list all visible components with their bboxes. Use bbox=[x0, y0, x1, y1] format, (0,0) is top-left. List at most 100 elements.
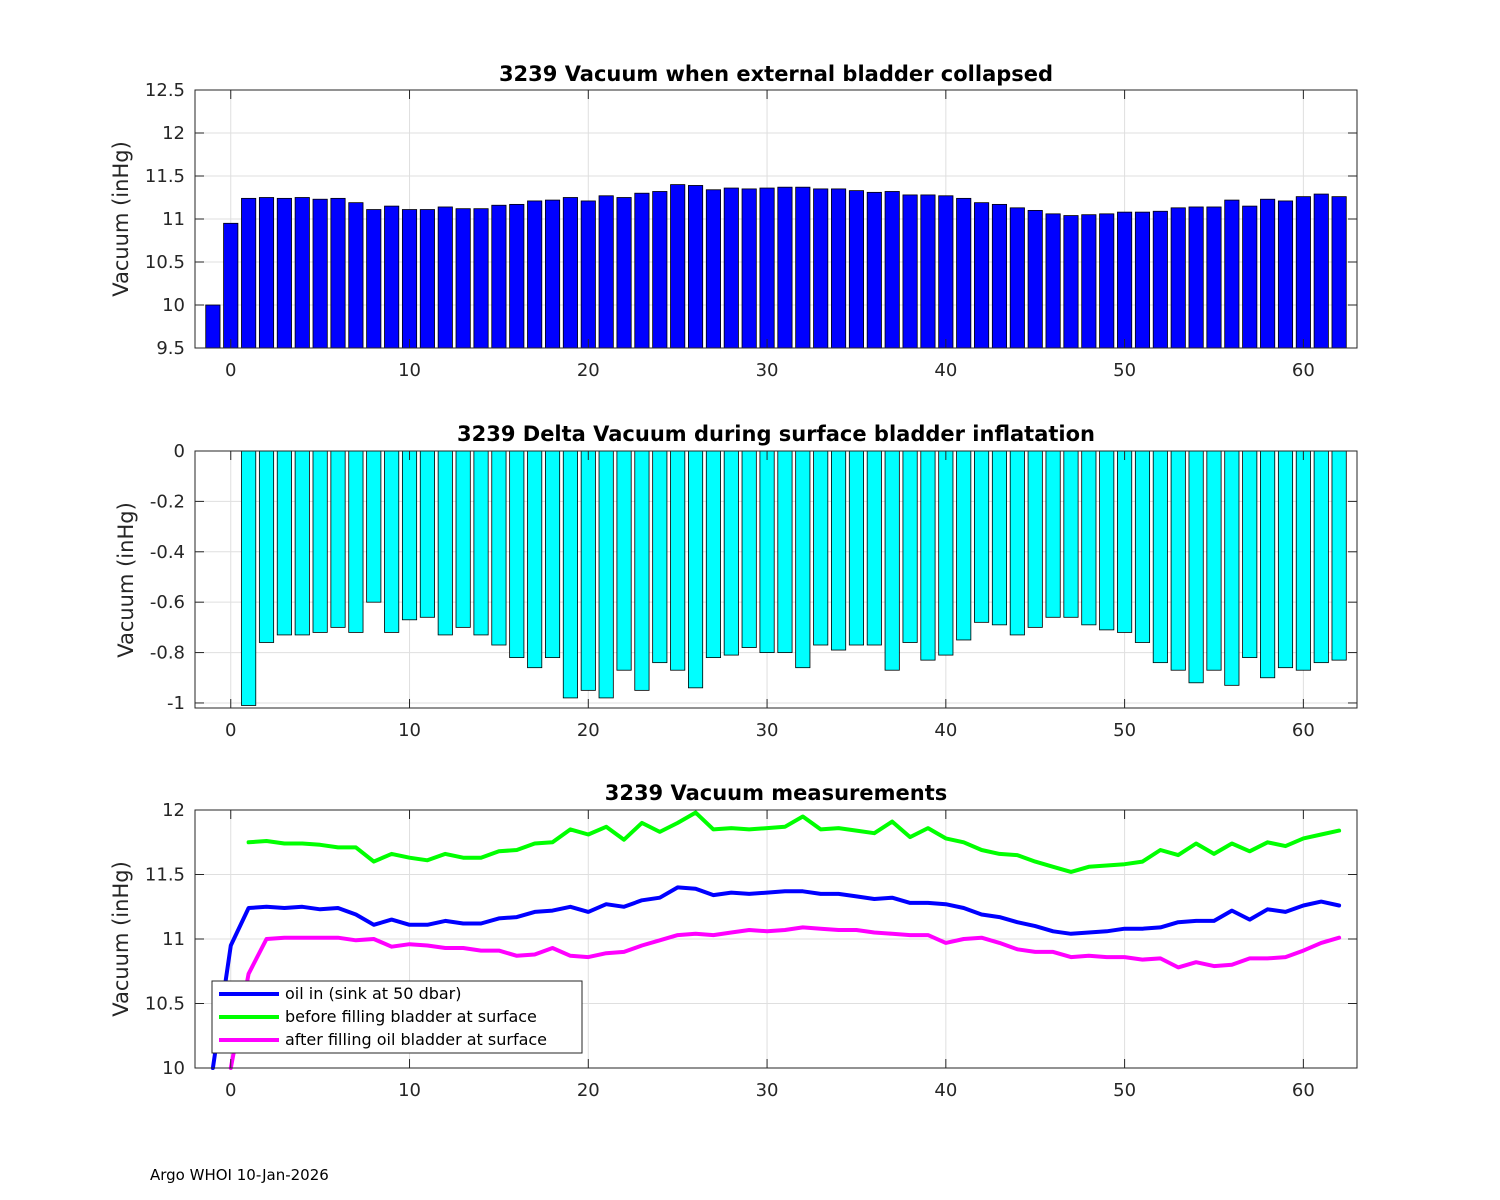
bar bbox=[1117, 211, 1133, 349]
bar bbox=[652, 191, 668, 349]
bar bbox=[1295, 450, 1311, 671]
bar bbox=[1260, 198, 1276, 349]
bar bbox=[1170, 207, 1186, 349]
series-line bbox=[246, 810, 1342, 874]
bar bbox=[956, 197, 972, 349]
x-tick-label: 40 bbox=[934, 360, 957, 381]
y-tick-label: -0.4 bbox=[150, 542, 185, 563]
bar bbox=[1277, 450, 1294, 669]
bar bbox=[1260, 450, 1276, 679]
bar bbox=[741, 450, 757, 648]
y-tick-label: -1 bbox=[167, 693, 185, 714]
series-line bbox=[228, 925, 1342, 1070]
bar bbox=[1117, 450, 1133, 633]
bar bbox=[1242, 450, 1258, 659]
bar bbox=[813, 450, 829, 646]
bar bbox=[723, 450, 739, 656]
bar bbox=[848, 450, 864, 646]
bar bbox=[509, 203, 525, 349]
bar bbox=[848, 190, 864, 349]
bar bbox=[1099, 213, 1115, 349]
x-tick-label: 40 bbox=[934, 1080, 957, 1101]
bar bbox=[1063, 215, 1079, 349]
x-tick-label: 60 bbox=[1292, 360, 1315, 381]
bar bbox=[813, 188, 829, 349]
bar bbox=[705, 450, 721, 659]
bar bbox=[276, 450, 292, 636]
bar bbox=[544, 199, 561, 349]
bar bbox=[795, 186, 811, 349]
y-tick-label: 10 bbox=[162, 295, 185, 316]
bar bbox=[491, 204, 507, 349]
bar bbox=[491, 450, 507, 646]
bar bbox=[348, 450, 364, 633]
x-tick-label: 0 bbox=[225, 1080, 236, 1101]
y-tick-label: -0.6 bbox=[150, 592, 185, 613]
bar bbox=[759, 187, 775, 349]
bar bbox=[1134, 211, 1151, 349]
bar bbox=[455, 450, 471, 628]
bar bbox=[1099, 450, 1115, 631]
bar bbox=[241, 197, 257, 349]
y-tick-label: 10.5 bbox=[145, 994, 185, 1015]
vacuum-collapsed-panel: 0 10 20 30 40 50 60 9.5 10 10.5 11 11.5 12 12.5 3239 … bbox=[109, 62, 1358, 381]
bar bbox=[1206, 450, 1222, 671]
x-tick-label: 20 bbox=[577, 1080, 600, 1101]
bar bbox=[1152, 210, 1168, 349]
bar bbox=[598, 195, 614, 349]
y-axis-label: Vacuum (inHg) bbox=[109, 861, 133, 1017]
chart-title: 3239 Vacuum measurements bbox=[605, 781, 948, 805]
y-tick-label: 9.5 bbox=[156, 338, 185, 359]
bar bbox=[1224, 199, 1240, 349]
bar bbox=[527, 450, 543, 669]
bar bbox=[902, 194, 918, 349]
bar bbox=[777, 186, 793, 349]
bar bbox=[330, 450, 346, 628]
bar bbox=[330, 197, 346, 349]
bar bbox=[258, 197, 275, 349]
x-tick-label: 50 bbox=[1113, 720, 1136, 741]
x-tick-label: 40 bbox=[934, 720, 957, 741]
bar bbox=[866, 450, 882, 646]
bar bbox=[866, 191, 882, 349]
bar bbox=[1027, 450, 1043, 628]
y-tick-label: 12 bbox=[162, 123, 185, 144]
bar bbox=[312, 450, 328, 633]
bar bbox=[759, 450, 775, 653]
bar bbox=[920, 194, 936, 349]
ticks: 0 10 20 30 40 50 60 10 10.5 11 11.5 12 bbox=[145, 800, 1357, 1101]
bar bbox=[1063, 450, 1079, 618]
x-tick-label: 0 bbox=[225, 720, 236, 741]
bar bbox=[1331, 196, 1347, 349]
bar bbox=[1152, 450, 1168, 664]
bar bbox=[401, 209, 418, 349]
bar bbox=[241, 450, 257, 706]
bar bbox=[1242, 205, 1258, 349]
bar bbox=[1027, 209, 1043, 349]
bar bbox=[294, 450, 310, 636]
x-tick-label: 60 bbox=[1292, 720, 1315, 741]
bar bbox=[366, 209, 382, 349]
bar bbox=[473, 208, 489, 349]
bar bbox=[1045, 213, 1061, 349]
bar bbox=[902, 450, 918, 643]
bar bbox=[527, 200, 543, 349]
y-tick-label: 10.5 bbox=[145, 252, 185, 273]
bar bbox=[580, 450, 596, 691]
bar bbox=[1009, 207, 1025, 349]
bar bbox=[974, 202, 990, 349]
bar bbox=[741, 188, 757, 349]
bar bbox=[991, 203, 1008, 349]
bar bbox=[831, 188, 847, 349]
bar bbox=[616, 197, 632, 349]
bar bbox=[1009, 450, 1025, 636]
x-tick-label: 50 bbox=[1113, 1080, 1136, 1101]
y-tick-label: 11 bbox=[162, 929, 185, 950]
bar bbox=[1277, 200, 1294, 349]
bar bbox=[688, 450, 704, 689]
bar bbox=[473, 450, 489, 636]
ticks: 0 10 20 30 40 50 60 9.5 10 10.5 11 11.5 12 12.5 bbox=[145, 80, 1357, 381]
bar bbox=[1188, 450, 1204, 684]
bar bbox=[956, 450, 972, 641]
bar bbox=[884, 450, 900, 671]
